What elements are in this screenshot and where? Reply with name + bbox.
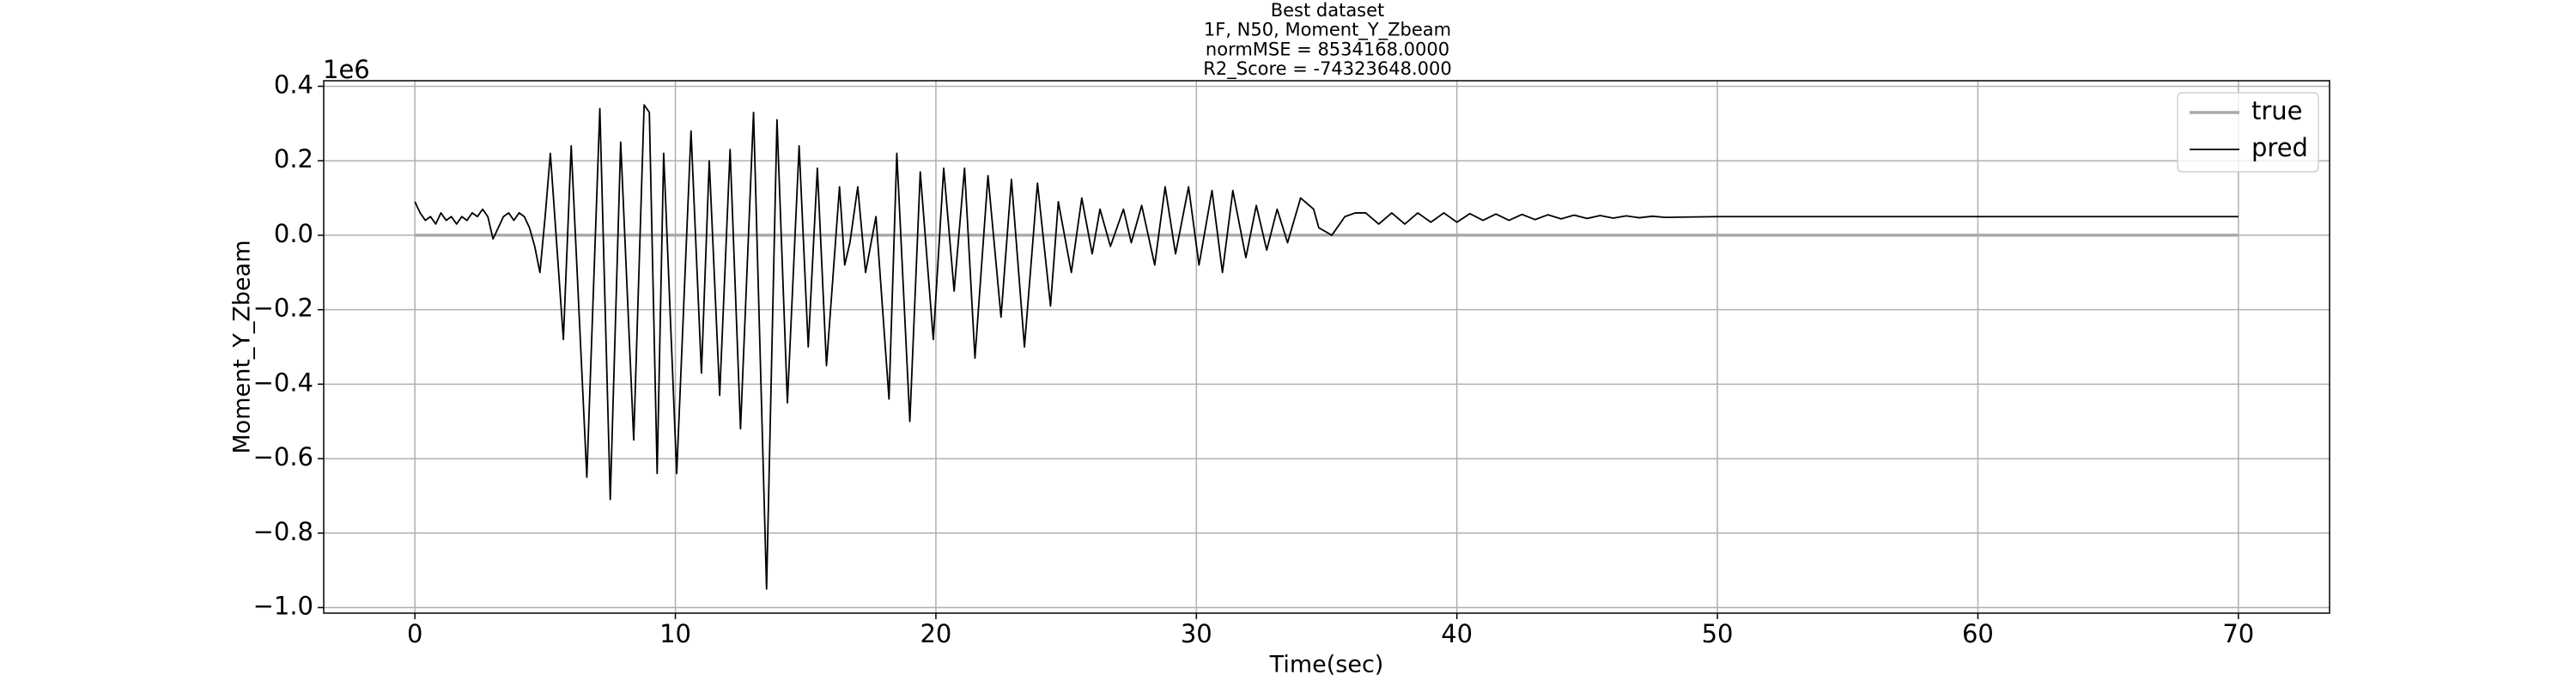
legend-label: pred bbox=[2251, 133, 2308, 162]
x-tick-label: 40 bbox=[1441, 619, 1473, 648]
x-tick-label: 50 bbox=[1702, 619, 1734, 648]
y-tick-label: −0.2 bbox=[253, 294, 313, 323]
y-tick-label: −0.6 bbox=[253, 442, 313, 471]
y-tick-label: 0.4 bbox=[274, 70, 313, 100]
chart-title: Best dataset bbox=[1271, 0, 1385, 21]
plot-frame bbox=[323, 80, 2330, 614]
y-tick-label: −0.4 bbox=[253, 368, 313, 397]
y-tick-label: −1.0 bbox=[253, 591, 313, 620]
y-tick-label: 0.2 bbox=[274, 144, 313, 173]
y-offset-label: 1e6 bbox=[323, 55, 370, 84]
x-tick-label: 30 bbox=[1181, 619, 1212, 648]
x-tick-label: 60 bbox=[1962, 619, 1994, 648]
y-tick-label: −0.8 bbox=[253, 517, 313, 546]
x-tick-label: 70 bbox=[2222, 619, 2254, 648]
chart-title: R2_Score = -74323648.000 bbox=[1203, 58, 1451, 80]
x-tick-label: 0 bbox=[407, 619, 422, 648]
x-tick-label: 20 bbox=[920, 619, 951, 648]
y-axis-label: Moment_Y_Zbeam bbox=[229, 240, 256, 453]
chart-title: normMSE = 8534168.0000 bbox=[1206, 39, 1449, 59]
x-tick-label: 10 bbox=[659, 619, 691, 648]
legend-label: true bbox=[2251, 96, 2303, 125]
y-tick-label: 0.0 bbox=[274, 219, 313, 248]
series-line bbox=[414, 104, 2239, 590]
chart-title: 1F, N50, Moment_Y_Zbeam bbox=[1204, 20, 1451, 41]
x-axis-label: Time(sec) bbox=[1269, 652, 1384, 678]
